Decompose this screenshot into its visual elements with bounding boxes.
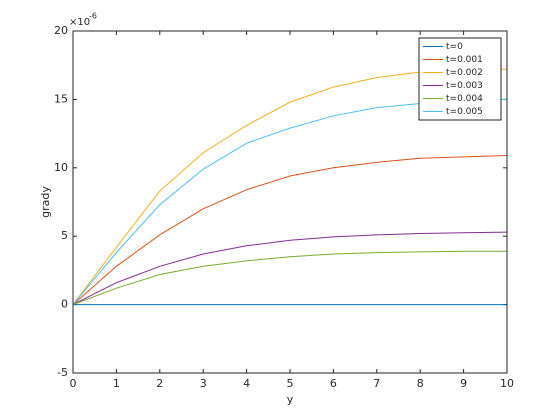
y-tick-label: 0 bbox=[61, 298, 68, 311]
y-tick-label: 20 bbox=[54, 24, 68, 37]
x-tick-label: 3 bbox=[200, 377, 207, 390]
legend-label: t=0.005 bbox=[446, 107, 483, 117]
y-tick-label: -5 bbox=[57, 366, 68, 379]
legend-label: t=0.002 bbox=[446, 68, 483, 78]
y-multiplier-base: ×10 bbox=[69, 17, 90, 28]
x-tick-label: 9 bbox=[460, 377, 467, 390]
x-tick-label: 8 bbox=[417, 377, 424, 390]
y-tick-label: 5 bbox=[61, 229, 68, 242]
y-multiplier-exponent: -6 bbox=[89, 12, 97, 21]
series-line bbox=[72, 154, 508, 305]
y-tick-label: 10 bbox=[54, 161, 68, 174]
x-tick-label: 6 bbox=[330, 377, 337, 390]
legend-label: t=0.004 bbox=[446, 94, 483, 104]
x-tick-label: 7 bbox=[373, 377, 380, 390]
axes-box bbox=[72, 30, 508, 374]
legend-label: t=0.001 bbox=[446, 55, 483, 65]
x-tick-label: 2 bbox=[156, 377, 163, 390]
x-axis-label: y bbox=[287, 393, 294, 406]
series-line bbox=[72, 231, 508, 306]
legend: t=0 t=0.001 t=0.002 t=0.003 t=0.004 t=0.005 bbox=[418, 37, 502, 121]
legend-box bbox=[418, 37, 502, 121]
legend-label: t=0 bbox=[446, 42, 463, 52]
x-tick-label: 10 bbox=[500, 377, 514, 390]
series-line bbox=[72, 250, 507, 306]
x-tick-label: 4 bbox=[243, 377, 250, 390]
legend-label: t=0.003 bbox=[446, 81, 483, 91]
x-tick-label: 1 bbox=[113, 377, 120, 390]
y-axis-label: grady bbox=[39, 186, 52, 218]
y-tick-label: 15 bbox=[54, 92, 68, 105]
x-tick-label: 0 bbox=[70, 377, 77, 390]
x-tick-label: 5 bbox=[287, 377, 294, 390]
